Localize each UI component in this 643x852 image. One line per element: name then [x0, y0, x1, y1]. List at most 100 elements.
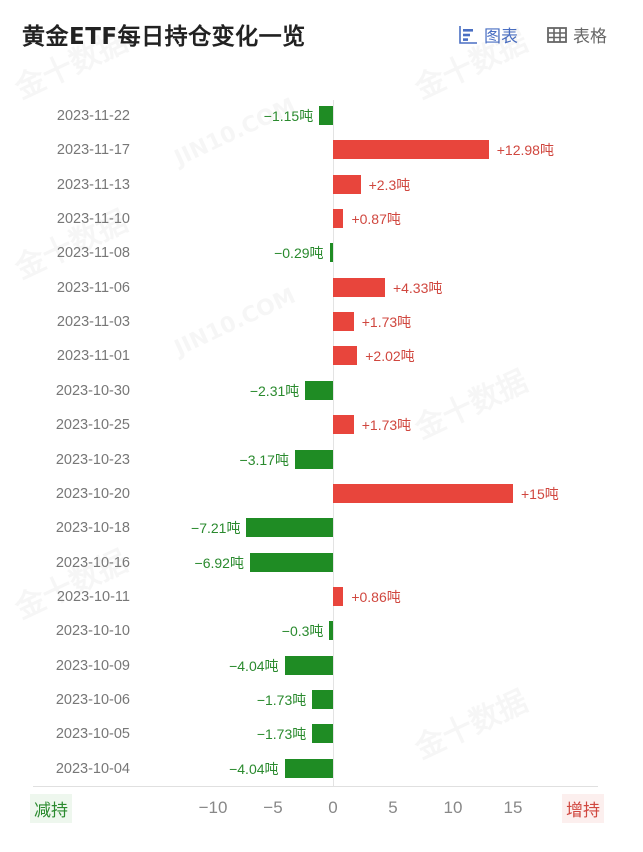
- bar-row[interactable]: 2023-10-11 +0.86吨: [0, 586, 643, 607]
- x-tick-label: 5: [388, 798, 398, 817]
- date-label: 2023-10-18: [55, 520, 130, 537]
- page-title: 黄金ETF每日持仓变化一览: [22, 24, 306, 50]
- value-label: −3.17吨: [239, 451, 289, 468]
- bar-chart-icon: [459, 25, 477, 44]
- legend-increase: 增持: [562, 794, 604, 823]
- value-label: −2.31吨: [249, 382, 300, 399]
- decrease-bar[interactable]: [284, 655, 333, 675]
- date-label: 2023-10-25: [55, 417, 130, 434]
- value-label: −1.73吨: [256, 726, 307, 743]
- increase-bar[interactable]: [333, 277, 385, 297]
- watermark: 金十数据: [406, 17, 533, 108]
- date-label: 2023-10-11: [56, 588, 130, 605]
- watermark: 金十数据: [6, 537, 133, 628]
- date-label: 2023-10-05: [55, 726, 130, 743]
- bar-row[interactable]: 2023-10-06 −1.73吨: [0, 689, 643, 710]
- decrease-bar[interactable]: [284, 758, 333, 778]
- value-label: +0.86吨: [351, 588, 401, 605]
- date-label: 2023-11-10: [56, 211, 130, 228]
- zero-axis-line: [333, 100, 334, 786]
- bar-row[interactable]: 2023-11-10 +0.87吨: [0, 209, 643, 229]
- bar-row[interactable]: 2023-11-22 −1.15吨: [0, 106, 643, 126]
- value-label: +1.73吨: [361, 314, 412, 331]
- date-label: 2023-10-09: [55, 657, 130, 674]
- decrease-bar[interactable]: [329, 243, 333, 263]
- value-label: +0.87吨: [351, 211, 401, 228]
- value-label: +4.33吨: [392, 279, 443, 296]
- decrease-bar[interactable]: [249, 552, 333, 572]
- date-label: 2023-10-10: [55, 623, 130, 640]
- value-label: −0.29吨: [274, 245, 324, 262]
- value-label: −0.3吨: [281, 623, 324, 640]
- increase-bar[interactable]: [333, 209, 344, 229]
- increase-bar[interactable]: [333, 483, 513, 503]
- increase-bar[interactable]: [333, 312, 354, 332]
- bar-row[interactable]: 2023-11-01 +2.02吨: [0, 346, 643, 366]
- date-label: 2023-10-04: [55, 760, 130, 777]
- x-tick-label: −5: [263, 798, 283, 817]
- decrease-bar[interactable]: [312, 689, 333, 709]
- x-tick-label: 10: [443, 798, 463, 817]
- x-tick-label: 15: [503, 798, 523, 817]
- bar-row[interactable]: 2023-10-10 −0.3吨: [0, 621, 643, 641]
- table-grid-icon: [547, 26, 567, 43]
- value-label: −6.92吨: [194, 554, 244, 571]
- date-label: 2023-10-06: [55, 691, 130, 708]
- value-label: +12.98吨: [496, 142, 554, 159]
- date-label: 2023-11-01: [56, 348, 130, 365]
- x-tick-label: −10: [198, 798, 228, 817]
- bar-row[interactable]: 2023-11-13 +2.3吨: [0, 174, 643, 195]
- view-chart-label: 图表: [484, 27, 518, 47]
- date-label: 2023-10-16: [55, 554, 130, 571]
- legend-decrease: 减持: [30, 794, 72, 823]
- bar-row[interactable]: 2023-10-23 −3.17吨: [0, 449, 643, 470]
- decrease-bar[interactable]: [329, 621, 333, 641]
- x-tick-label: 0: [328, 798, 338, 817]
- bar-row[interactable]: 2023-10-09 −4.04吨: [0, 655, 643, 676]
- value-label: −1.15吨: [263, 108, 314, 124]
- date-label: 2023-10-30: [55, 382, 130, 399]
- bar-row[interactable]: 2023-11-06 +4.33吨: [0, 277, 643, 298]
- increase-bar[interactable]: [333, 140, 489, 160]
- value-label: −1.73吨: [256, 691, 307, 708]
- bar-row[interactable]: 2023-11-17 +12.98吨: [0, 140, 643, 160]
- value-label: +2.02吨: [365, 348, 415, 365]
- date-label: 2023-11-08: [56, 245, 130, 262]
- value-label: −4.04吨: [229, 657, 279, 674]
- date-label: 2023-10-23: [55, 451, 130, 468]
- value-label: +15吨: [521, 485, 559, 502]
- view-table-label: 表格: [573, 27, 607, 47]
- bar-row[interactable]: 2023-10-20 +15吨: [0, 483, 643, 504]
- bar-row[interactable]: 2023-10-05 −1.73吨: [0, 724, 643, 744]
- bar-row[interactable]: 2023-11-08 −0.29吨: [0, 243, 643, 263]
- chart-header: 黄金ETF每日持仓变化一览 图表 表格: [0, 0, 643, 70]
- bar-row[interactable]: 2023-11-03 +1.73吨: [0, 312, 643, 332]
- watermark: 金十数据: [6, 17, 133, 108]
- increase-bar[interactable]: [333, 346, 358, 366]
- value-label: +1.73吨: [361, 417, 412, 434]
- increase-bar[interactable]: [333, 415, 354, 435]
- decrease-bar[interactable]: [312, 724, 333, 744]
- increase-bar[interactable]: [333, 174, 361, 194]
- decrease-bar[interactable]: [294, 449, 333, 469]
- date-label: 2023-11-03: [56, 314, 130, 331]
- increase-bar[interactable]: [333, 586, 344, 606]
- date-label: 2023-10-20: [55, 485, 130, 502]
- bar-row[interactable]: 2023-10-04 −4.04吨: [0, 758, 643, 779]
- bar-row[interactable]: 2023-10-16 −6.92吨: [0, 552, 643, 573]
- view-table-button[interactable]: 表格: [547, 22, 607, 47]
- date-label: 2023-11-06: [56, 279, 130, 296]
- x-axis-line: [33, 786, 598, 787]
- value-label: +2.3吨: [368, 176, 411, 193]
- bar-row[interactable]: 2023-10-18 −7.21吨: [0, 518, 643, 538]
- value-label: −7.21吨: [191, 520, 241, 537]
- bar-row[interactable]: 2023-10-30 −2.31吨: [0, 380, 643, 401]
- value-label: −4.04吨: [229, 760, 279, 777]
- decrease-bar[interactable]: [246, 518, 333, 538]
- date-label: 2023-11-22: [56, 108, 130, 124]
- date-label: 2023-11-13: [56, 176, 130, 193]
- bar-row[interactable]: 2023-10-25 +1.73吨: [0, 415, 643, 435]
- decrease-bar[interactable]: [319, 106, 333, 125]
- decrease-bar[interactable]: [305, 380, 333, 400]
- view-chart-button[interactable]: 图表: [458, 22, 518, 47]
